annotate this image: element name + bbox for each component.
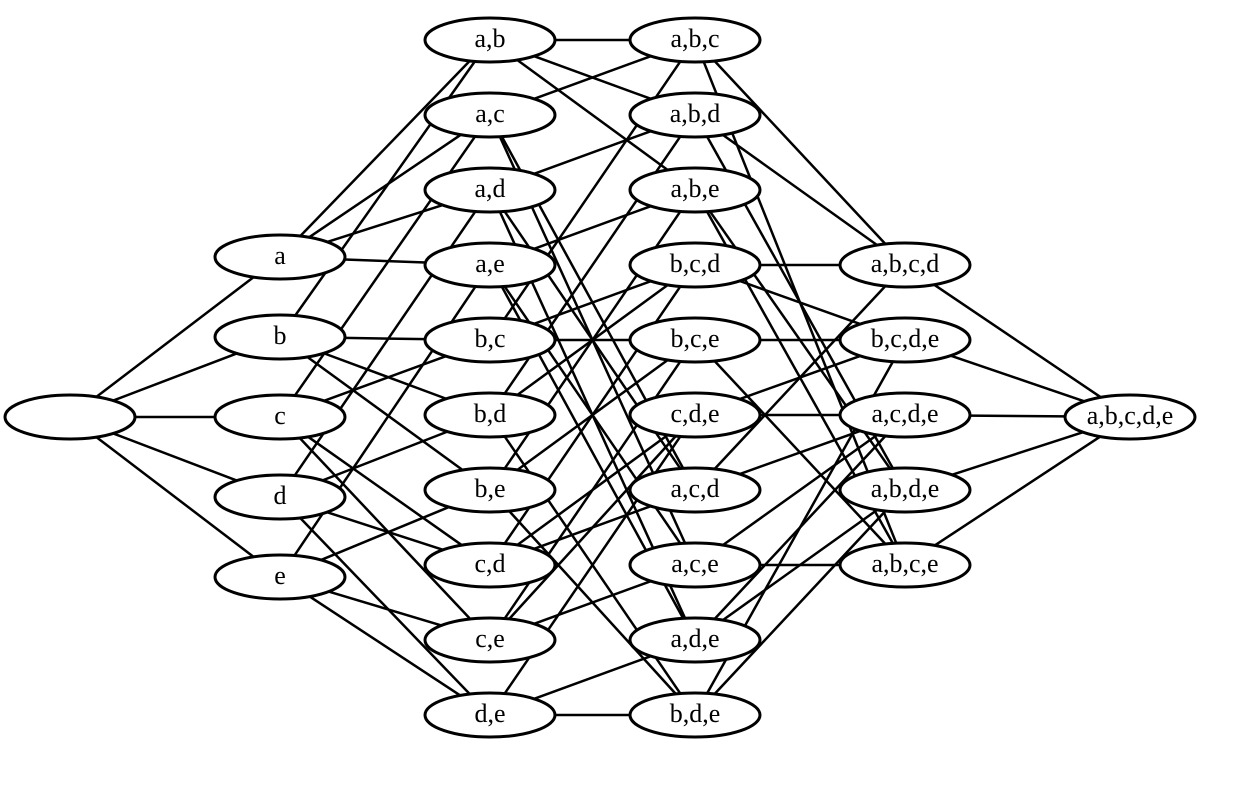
node-e: e bbox=[215, 555, 345, 599]
node-abce: a,b,c,e bbox=[840, 543, 970, 587]
edge bbox=[327, 205, 442, 242]
node-bce: b,c,e bbox=[630, 318, 760, 362]
node-label: a,e bbox=[475, 249, 505, 278]
edges-layer bbox=[96, 40, 1100, 715]
node-ce: c,e bbox=[425, 618, 555, 662]
edge bbox=[534, 581, 651, 624]
node-abde: a,b,d,e bbox=[840, 468, 970, 512]
edge bbox=[715, 511, 886, 694]
node-ade: a,d,e bbox=[630, 618, 760, 662]
node-label: a,d,e bbox=[670, 624, 719, 653]
node-label: b,c,e bbox=[670, 324, 719, 353]
node-label: a,b,c bbox=[670, 24, 719, 53]
node-label: b,c,d,e bbox=[871, 324, 940, 353]
node-bcde: b,c,d,e bbox=[840, 318, 970, 362]
edge bbox=[324, 356, 446, 401]
edge bbox=[952, 432, 1083, 475]
node-abe: a,b,e bbox=[630, 168, 760, 212]
node-ad: a,d bbox=[425, 168, 555, 212]
node-label: a,b,e bbox=[670, 174, 719, 203]
edge bbox=[951, 356, 1085, 402]
node-bd: b,d bbox=[425, 393, 555, 437]
node-acde: a,c,d,e bbox=[840, 393, 970, 437]
edge bbox=[324, 353, 446, 398]
node-abcde: a,b,c,d,e bbox=[1065, 395, 1195, 439]
node-abd: a,b,d bbox=[630, 93, 760, 137]
node-label: a bbox=[274, 241, 286, 270]
node-label: b,c bbox=[474, 324, 505, 353]
node-acd: a,c,d bbox=[630, 468, 760, 512]
node-c: c bbox=[215, 395, 345, 439]
edge bbox=[113, 433, 237, 480]
node-bc: b,c bbox=[425, 318, 555, 362]
node-a: a bbox=[215, 235, 345, 279]
node-label: a,c,d bbox=[670, 474, 719, 503]
edge bbox=[321, 507, 449, 560]
edge bbox=[113, 353, 237, 400]
edge bbox=[534, 656, 651, 699]
node-abc: a,b,c bbox=[630, 18, 760, 62]
node-label: b,c,d bbox=[670, 249, 721, 278]
node-label: c,e bbox=[475, 624, 505, 653]
lattice-diagram: a b c d e a,b a,c a,d a,e b,c b,d b,e c,d c,e d,e a,b,c… bbox=[0, 0, 1240, 791]
edge bbox=[715, 286, 886, 469]
edge bbox=[970, 416, 1065, 417]
node-d: d bbox=[215, 475, 345, 519]
edge bbox=[534, 281, 651, 324]
node-ace: a,c,e bbox=[630, 543, 760, 587]
edge bbox=[509, 436, 676, 619]
edge bbox=[534, 131, 651, 174]
node-label: a,c,d,e bbox=[871, 399, 938, 428]
node-b: b bbox=[215, 315, 345, 359]
node-label: b bbox=[274, 321, 287, 350]
node-abcd: a,b,c,d bbox=[840, 243, 970, 287]
node-label: a,b,c,d bbox=[871, 249, 940, 278]
node-bcd: b,c,d bbox=[630, 243, 760, 287]
node-label: a,b,c,e bbox=[871, 549, 938, 578]
node-ac: a,c bbox=[425, 93, 555, 137]
node-label: a,b,d bbox=[670, 99, 721, 128]
edge bbox=[345, 259, 426, 262]
node-empty bbox=[5, 395, 135, 439]
node-ab: a,b bbox=[425, 18, 555, 62]
node-label: a,b,d,e bbox=[871, 474, 940, 503]
edge bbox=[300, 61, 470, 236]
node-label: d,e bbox=[474, 699, 505, 728]
node-be: b,e bbox=[425, 468, 555, 512]
node-label: e bbox=[274, 561, 286, 590]
node-label: a,b bbox=[474, 24, 505, 53]
edge bbox=[345, 338, 425, 339]
node-cde: c,d,e bbox=[630, 393, 760, 437]
node-label: a,b,c,d,e bbox=[1087, 401, 1174, 430]
edge bbox=[323, 432, 448, 481]
node-label: a,c,e bbox=[671, 549, 719, 578]
node-de: d,e bbox=[425, 693, 555, 737]
node-label: c,d,e bbox=[670, 399, 719, 428]
node-label: d bbox=[274, 481, 287, 510]
node-label: b,e bbox=[474, 474, 505, 503]
node-label: a,c bbox=[475, 99, 505, 128]
node-label: b,d,e bbox=[670, 699, 721, 728]
node-bde: b,d,e bbox=[630, 693, 760, 737]
node-ae: a,e bbox=[425, 243, 555, 287]
node-label: c,d bbox=[474, 549, 505, 578]
node-label: b,d bbox=[474, 399, 507, 428]
node-cd: c,d bbox=[425, 543, 555, 587]
node-label: c bbox=[274, 401, 286, 430]
node-label: a,d bbox=[474, 174, 505, 203]
